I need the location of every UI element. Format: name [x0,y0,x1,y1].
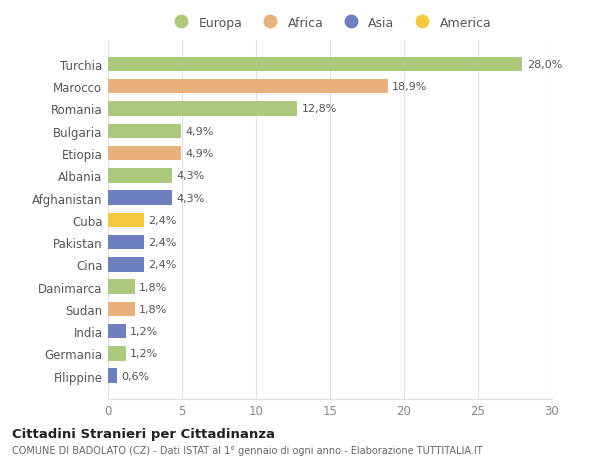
Text: 2,4%: 2,4% [148,215,176,225]
Text: 0,6%: 0,6% [121,371,149,381]
Bar [108,302,134,316]
Bar [108,324,126,339]
Text: 4,3%: 4,3% [176,193,205,203]
Text: 28,0%: 28,0% [527,60,562,70]
Bar [108,191,172,205]
Text: 1,8%: 1,8% [139,282,167,292]
Text: 4,3%: 4,3% [176,171,205,181]
Bar [108,80,388,94]
Bar [108,235,143,250]
Bar [108,280,134,294]
Text: 12,8%: 12,8% [302,104,337,114]
Bar [108,213,143,228]
Bar [108,369,117,383]
Bar [108,347,126,361]
Text: 1,2%: 1,2% [130,349,158,358]
Bar [108,102,298,117]
Text: 1,8%: 1,8% [139,304,167,314]
Text: 1,2%: 1,2% [130,326,158,336]
Legend: Europa, Africa, Asia, America: Europa, Africa, Asia, America [164,12,496,35]
Bar [108,124,181,139]
Text: Cittadini Stranieri per Cittadinanza: Cittadini Stranieri per Cittadinanza [12,427,275,440]
Text: 2,4%: 2,4% [148,260,176,270]
Text: 2,4%: 2,4% [148,238,176,247]
Bar [108,57,523,72]
Text: 4,9%: 4,9% [185,149,214,159]
Text: 4,9%: 4,9% [185,127,214,136]
Bar [108,257,143,272]
Text: COMUNE DI BADOLATO (CZ) - Dati ISTAT al 1° gennaio di ogni anno - Elaborazione T: COMUNE DI BADOLATO (CZ) - Dati ISTAT al … [12,445,482,455]
Bar [108,146,181,161]
Bar [108,168,172,183]
Text: 18,9%: 18,9% [392,82,428,92]
